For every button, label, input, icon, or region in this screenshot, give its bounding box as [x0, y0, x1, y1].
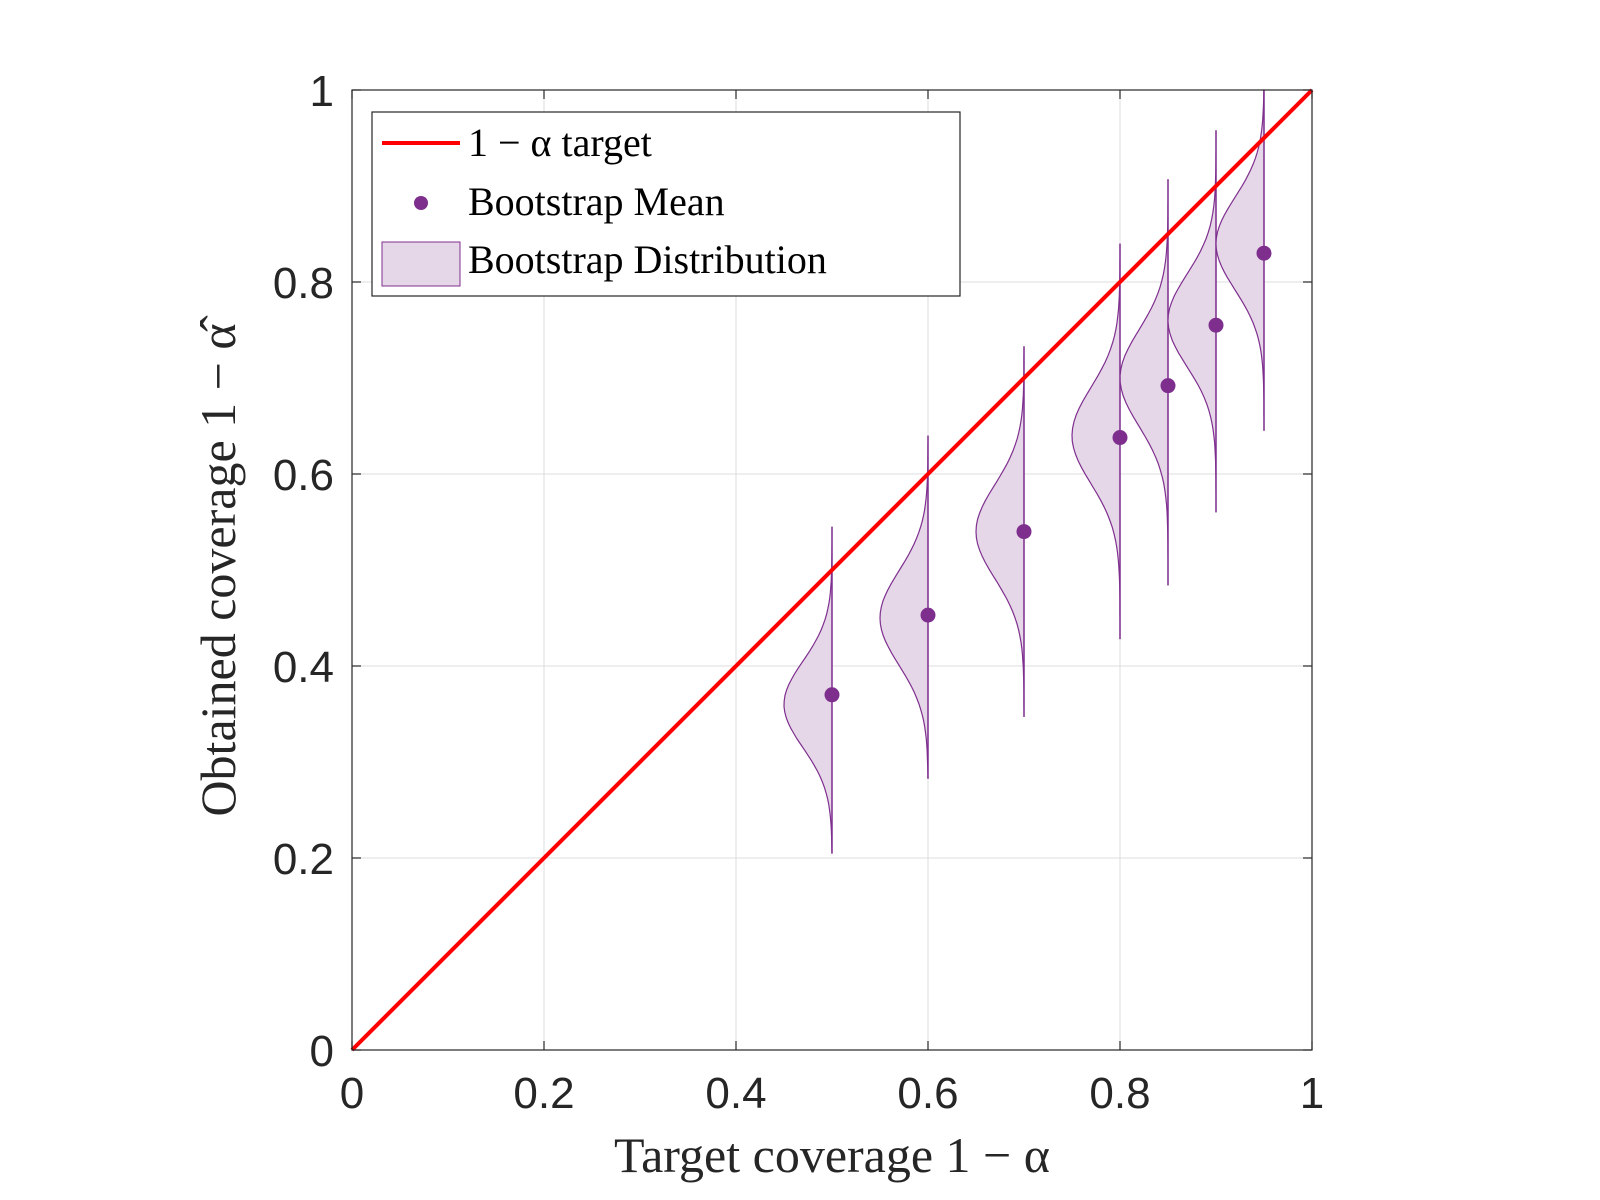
axis-ticks: 0 0.2 0.4 0.6 0.8 1 0 0.2 0.4 0.6 0.8 1 [273, 67, 1324, 1118]
legend-mean-marker-swatch [414, 196, 428, 210]
bootstrap-distribution [975, 346, 1025, 717]
y-tick-label: 0.8 [273, 259, 334, 308]
y-tick-label: 0.6 [273, 451, 334, 500]
plot-frame [351, 89, 1313, 1051]
bootstrap-mean-point [824, 687, 840, 703]
y-tick-label: 0.4 [273, 643, 334, 692]
x-tick-label: 0.8 [1089, 1069, 1150, 1118]
bootstrap-distribution [1215, 89, 1265, 431]
x-axis-title: Target coverage 1 − α [614, 1127, 1050, 1183]
y-tick-label: 0.2 [273, 835, 334, 884]
legend-entry-target: 1 − α target [468, 120, 652, 165]
legend-entry-mean: Bootstrap Mean [468, 179, 725, 224]
y-axis-title: Obtained coverage 1 − α̂ [190, 315, 246, 816]
y-tick-label: 0 [310, 1027, 334, 1076]
bootstrap-mean-point [1208, 317, 1224, 333]
x-tick-label: 1 [1300, 1069, 1324, 1118]
legend-entry-distribution: Bootstrap Distribution [468, 237, 827, 282]
legend: 1 − α target Bootstrap Mean Bootstrap Di… [371, 111, 961, 297]
legend-box [371, 111, 961, 297]
bootstrap-mean-point [1160, 378, 1176, 394]
bootstrap-distribution [1071, 243, 1121, 640]
x-tick-label: 0.4 [705, 1069, 766, 1118]
y-tick-label: 1 [310, 67, 334, 116]
bootstrap-mean-point [920, 607, 936, 623]
x-tick-label: 0.6 [897, 1069, 958, 1118]
target-line [350, 88, 1314, 1052]
bootstrap-distributions [783, 89, 1265, 854]
bootstrap-distribution [879, 435, 929, 780]
bootstrap-mean-point [1016, 524, 1032, 540]
legend-distribution-swatch [381, 241, 461, 287]
x-tick-label: 0 [340, 1069, 364, 1118]
bootstrap-mean-point [1112, 430, 1128, 446]
bootstrap-mean-point [1256, 245, 1272, 261]
target-line-layer [350, 88, 1314, 1052]
bootstrap-distribution [1167, 130, 1217, 513]
x-tick-label: 0.2 [513, 1069, 574, 1118]
bootstrap-means [824, 245, 1272, 703]
